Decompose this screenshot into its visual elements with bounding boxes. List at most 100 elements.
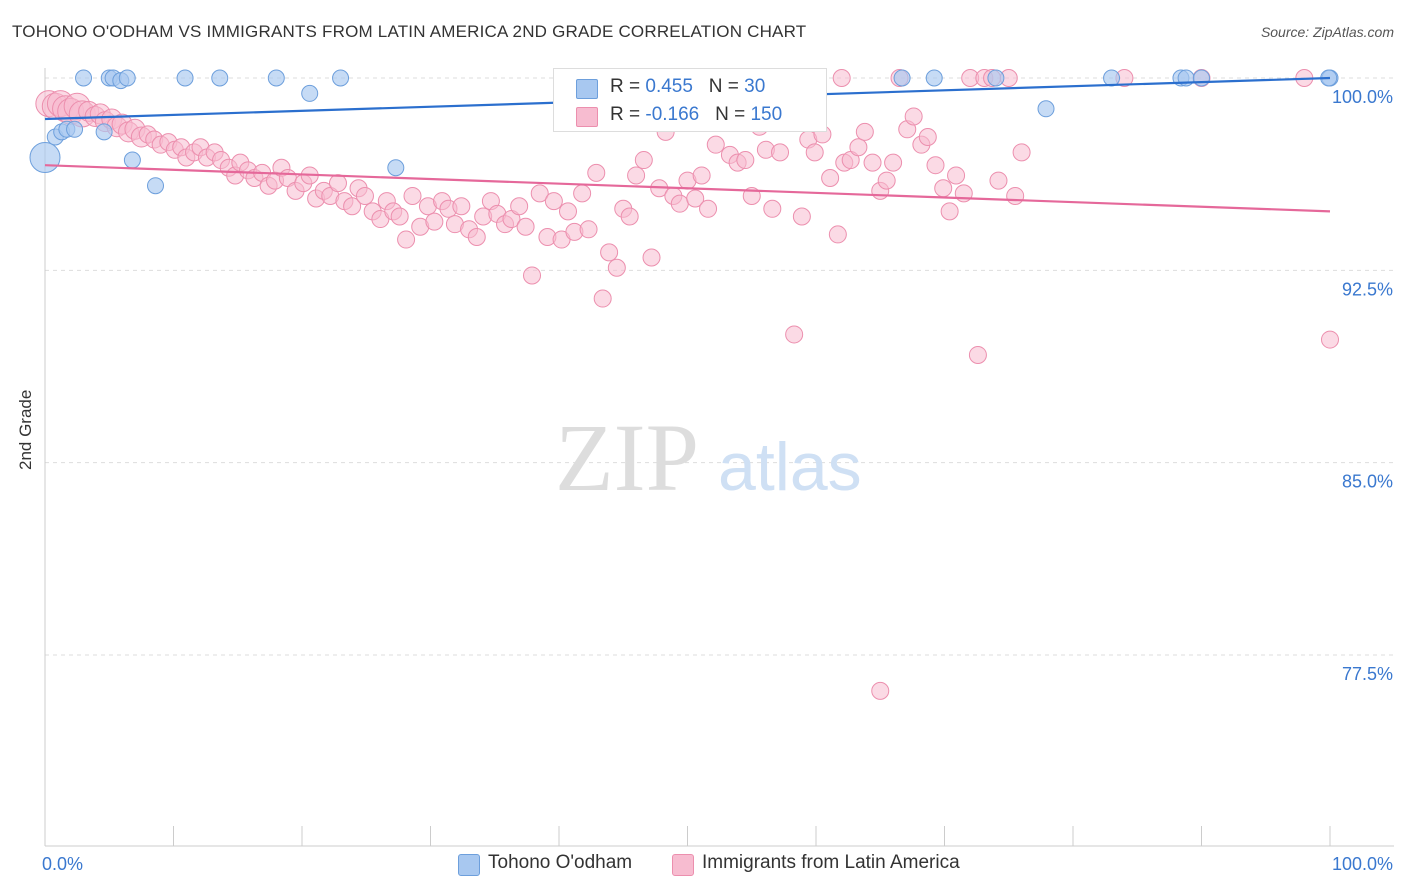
legend-label-tohono: Tohono O'odham <box>488 852 633 873</box>
data-point-immigrants <box>926 156 945 175</box>
legend-swatch-blue <box>576 79 598 99</box>
data-point-immigrants <box>403 186 422 205</box>
data-point-immigrants <box>397 230 416 249</box>
data-point-immigrants <box>736 151 755 170</box>
data-point-tohono <box>66 120 84 138</box>
y-tick-label: 85.0% <box>1342 472 1393 492</box>
watermark: ZIP atlas <box>555 404 862 511</box>
trend-line-immigrants <box>44 164 1331 213</box>
data-point-immigrants <box>579 220 598 239</box>
data-point-immigrants <box>763 199 782 218</box>
y-tick-label: 100.0% <box>1332 87 1393 107</box>
data-point-immigrants <box>593 289 612 308</box>
data-point-immigrants <box>989 171 1008 190</box>
data-point-immigrants <box>620 207 639 226</box>
data-point-immigrants <box>607 258 626 277</box>
series-immigrants-points <box>35 69 1339 700</box>
data-point-immigrants <box>706 135 725 154</box>
data-point-tohono <box>267 69 285 87</box>
data-point-tohono <box>147 177 165 195</box>
y-tick-label: 92.5% <box>1342 279 1393 299</box>
data-point-immigrants <box>934 179 953 198</box>
data-point-immigrants <box>877 171 896 190</box>
x-tick-label: 100.0% <box>1332 854 1393 874</box>
data-point-immigrants <box>821 169 840 188</box>
data-point-tohono <box>925 69 943 87</box>
data-point-immigrants <box>627 166 646 185</box>
data-point-immigrants <box>904 107 923 126</box>
data-point-tohono <box>387 159 405 177</box>
watermark-zip: ZIP <box>555 404 699 511</box>
data-point-tohono <box>75 69 93 87</box>
y-tick-label: 77.5% <box>1342 664 1393 684</box>
r-value: 0.455 <box>645 76 693 97</box>
data-point-immigrants <box>828 225 847 244</box>
data-point-immigrants <box>530 184 549 203</box>
data-point-immigrants <box>355 186 374 205</box>
watermark-atlas: atlas <box>718 429 862 505</box>
data-point-immigrants <box>1006 186 1025 205</box>
n-value: 150 <box>750 104 783 125</box>
data-point-immigrants <box>918 127 937 146</box>
data-point-tohono <box>118 69 136 87</box>
data-point-immigrants <box>855 122 874 141</box>
n-value: 30 <box>744 76 766 97</box>
data-point-tohono <box>95 123 113 141</box>
data-point-tohono <box>1037 100 1055 118</box>
data-point-immigrants <box>871 681 890 700</box>
data-point-immigrants <box>558 202 577 221</box>
data-point-tohono <box>987 69 1005 87</box>
source-label: Source: ZipAtlas.com <box>1260 24 1394 40</box>
data-point-tohono <box>123 151 141 169</box>
data-point-immigrants <box>692 166 711 185</box>
data-point-tohono <box>301 84 319 102</box>
data-point-immigrants <box>600 243 619 262</box>
data-point-immigrants <box>884 153 903 172</box>
data-point-immigrants <box>670 194 689 213</box>
data-point-immigrants <box>686 189 705 208</box>
n-label: N = <box>708 76 745 97</box>
data-point-immigrants <box>699 199 718 218</box>
n-label: N = <box>715 104 751 125</box>
data-point-immigrants <box>849 138 868 157</box>
legend-swatch-blue <box>458 854 480 876</box>
data-point-immigrants <box>573 184 592 203</box>
legend-swatch-pink <box>672 854 694 876</box>
data-point-tohono <box>1103 69 1121 87</box>
data-point-immigrants <box>425 212 444 231</box>
chart-title: TOHONO O'ODHAM VS IMMIGRANTS FROM LATIN … <box>12 22 807 41</box>
data-point-immigrants <box>1321 330 1339 349</box>
data-point-tohono <box>211 69 229 87</box>
data-point-immigrants <box>523 266 542 285</box>
data-point-tohono <box>893 69 911 87</box>
y-tick-labels: 100.0% 92.5% 85.0% 77.5% <box>1332 87 1393 684</box>
data-point-immigrants <box>771 143 790 162</box>
data-point-tohono <box>1193 69 1210 87</box>
r-value: -0.166 <box>645 104 700 125</box>
r-label: R = <box>610 104 646 125</box>
data-point-immigrants <box>940 202 959 221</box>
data-point-immigrants <box>452 197 471 216</box>
stats-legend: R = 0.455 N = 30 R = -0.166 N = 150 <box>553 68 827 132</box>
data-point-immigrants <box>1012 143 1031 162</box>
data-point-immigrants <box>792 207 811 226</box>
data-point-immigrants <box>968 345 987 364</box>
x-tick-label: 0.0% <box>42 854 83 874</box>
data-point-tohono <box>29 141 61 173</box>
data-point-immigrants <box>516 217 535 236</box>
data-point-immigrants <box>805 143 824 162</box>
data-point-immigrants <box>544 192 563 211</box>
data-point-immigrants <box>467 227 486 246</box>
data-point-immigrants <box>642 248 661 267</box>
r-label: R = <box>610 76 646 97</box>
data-point-immigrants <box>343 197 362 216</box>
data-point-immigrants <box>390 207 409 226</box>
axes <box>44 68 1394 847</box>
legend-label-immigrants: Immigrants from Latin America <box>702 852 960 873</box>
data-point-immigrants <box>863 153 882 172</box>
data-point-immigrants <box>832 69 851 87</box>
data-point-immigrants <box>510 197 529 216</box>
data-point-tohono <box>332 69 350 87</box>
series-legend: Tohono O'odham Immigrants from Latin Ame… <box>0 852 1406 876</box>
